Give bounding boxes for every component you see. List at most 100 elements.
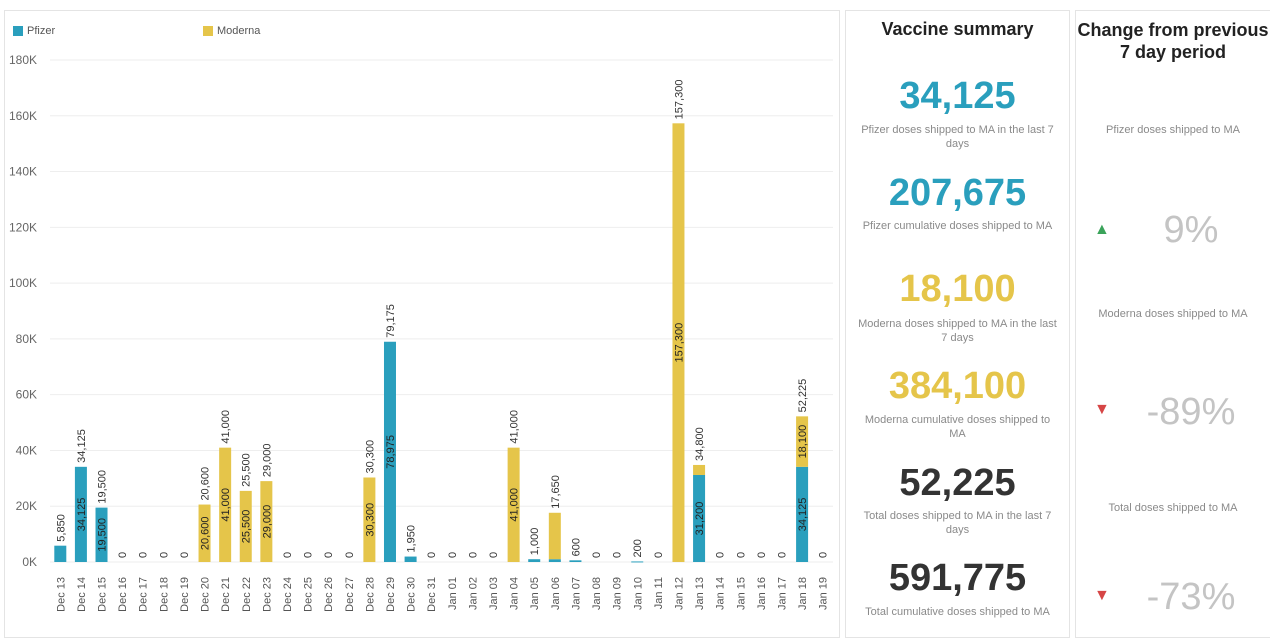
bar-total-label: 0 bbox=[282, 552, 294, 558]
x-tick-label: Jan 14 bbox=[715, 577, 727, 610]
x-tick-label: Jan 16 bbox=[756, 577, 768, 610]
bar-total-label: 0 bbox=[735, 552, 747, 558]
bar-moderna bbox=[507, 447, 520, 562]
bar-total-label: 600 bbox=[570, 538, 582, 556]
bar-total-label: 1,000 bbox=[529, 528, 541, 556]
x-tick-label: Jan 11 bbox=[653, 577, 665, 609]
x-tick-label: Dec 24 bbox=[282, 577, 294, 612]
bar-segment-label: 18,100 bbox=[797, 425, 809, 459]
bar-total-label: 0 bbox=[612, 552, 624, 558]
bar-segment-label: 19,500 bbox=[97, 518, 109, 552]
x-tick-label: Dec 29 bbox=[385, 577, 397, 612]
bar-moderna bbox=[672, 123, 685, 563]
x-tick-label: Jan 13 bbox=[694, 577, 706, 610]
bar-segment-label: 25,500 bbox=[241, 510, 253, 544]
down-arrow-icon: ▼ bbox=[1094, 587, 1110, 604]
x-tick-label: Jan 09 bbox=[612, 577, 624, 610]
bar-total-label: 0 bbox=[117, 552, 129, 558]
x-tick-label: Dec 20 bbox=[200, 577, 212, 612]
x-tick-label: Jan 19 bbox=[818, 577, 830, 610]
total-7day-value: 52,225 bbox=[899, 462, 1016, 504]
bar-segment-label: 41,000 bbox=[220, 488, 232, 522]
bar-total-label: 25,500 bbox=[241, 453, 253, 487]
chart-panel: Pfizer Moderna 0K 20K 40K 60K 80K 100K 120K 140… bbox=[4, 10, 840, 638]
x-tick-label: Jan 15 bbox=[735, 577, 747, 610]
bar-total-label: 0 bbox=[179, 552, 191, 558]
x-tick-label: Jan 03 bbox=[488, 577, 500, 610]
legend-item-moderna[interactable]: Moderna bbox=[203, 24, 260, 38]
down-arrow-icon: ▼ bbox=[1094, 401, 1110, 418]
change-title: Change from previous 7 day period bbox=[1077, 20, 1269, 62]
x-tick-label: Jan 02 bbox=[467, 577, 479, 610]
bar-moderna bbox=[548, 512, 561, 560]
y-tick-label: 100K bbox=[9, 276, 37, 290]
bar-moderna bbox=[219, 447, 232, 562]
bar-total-label: 0 bbox=[715, 552, 727, 558]
bar-moderna bbox=[260, 481, 273, 562]
x-tick-label: Jan 01 bbox=[447, 577, 459, 610]
y-tick-label: 160K bbox=[9, 109, 37, 123]
legend-label-pfizer: Pfizer bbox=[27, 25, 56, 37]
bar-moderna bbox=[796, 416, 809, 467]
x-tick-label: Dec 15 bbox=[97, 577, 109, 612]
up-arrow-icon: ▲ bbox=[1094, 221, 1110, 238]
bar-total-label: 0 bbox=[653, 552, 665, 558]
legend-swatch-moderna bbox=[203, 26, 213, 36]
bar-total-label: 34,800 bbox=[694, 427, 706, 461]
x-tick-label: Jan 10 bbox=[632, 577, 644, 610]
bar-pfizer bbox=[74, 466, 87, 562]
legend-item-pfizer[interactable]: Pfizer bbox=[13, 24, 55, 38]
bar-total-label: 0 bbox=[756, 552, 768, 558]
pfizer-7day-value: 34,125 bbox=[899, 75, 1016, 117]
x-tick-label: Jan 12 bbox=[673, 577, 685, 610]
x-tick-label: Jan 06 bbox=[550, 577, 562, 610]
pfizer-cumulative-label: Pfizer cumulative doses shipped to MA bbox=[862, 220, 1053, 232]
x-tick-label: Jan 17 bbox=[776, 577, 788, 610]
bar-pfizer bbox=[548, 559, 561, 562]
change-total-label: Total doses shipped to MA bbox=[1108, 502, 1238, 514]
bar-pfizer bbox=[693, 474, 706, 562]
x-tick-label: Jan 07 bbox=[570, 577, 582, 610]
x-tick-label: Dec 27 bbox=[344, 577, 356, 612]
x-tick-label: Dec 31 bbox=[426, 577, 438, 612]
change-panel: Change from previous 7 day period Pfizer… bbox=[1075, 10, 1270, 638]
bar-total-label: 19,500 bbox=[97, 470, 109, 504]
pfizer-7day-label: Pfizer doses shipped to MA in the last 7… bbox=[861, 124, 1054, 150]
y-tick-label: 60K bbox=[16, 388, 37, 402]
x-tick-label: Dec 16 bbox=[117, 577, 129, 612]
y-tick-label: 40K bbox=[16, 443, 37, 457]
x-tick-label: Dec 23 bbox=[261, 577, 273, 612]
bar-pfizer bbox=[404, 556, 417, 562]
bar-total-label: 0 bbox=[467, 552, 479, 558]
x-tick-label: Jan 04 bbox=[509, 577, 521, 610]
bar-total-label: 0 bbox=[303, 552, 315, 558]
x-tick-label: Dec 26 bbox=[323, 577, 335, 612]
y-tick-label: 140K bbox=[9, 165, 37, 179]
moderna-cumulative-value: 384,100 bbox=[888, 365, 1027, 407]
bar-moderna bbox=[363, 477, 376, 562]
bar-total-label: 20,600 bbox=[200, 467, 212, 501]
bar-pfizer bbox=[383, 341, 396, 562]
bar-total-label: 41,000 bbox=[509, 410, 521, 444]
bar-segment-label: 78,975 bbox=[385, 435, 397, 469]
change-total-value: -73% bbox=[1146, 576, 1236, 618]
x-tick-label: Dec 25 bbox=[303, 577, 315, 612]
total-cumulative-value: 591,775 bbox=[888, 557, 1027, 599]
x-tick-label: Jan 05 bbox=[529, 577, 541, 610]
x-tick-label: Dec 21 bbox=[220, 577, 232, 612]
bar-segment-label: 31,200 bbox=[694, 502, 706, 536]
bar-segment-label: 20,600 bbox=[200, 516, 212, 550]
bar-moderna bbox=[239, 490, 252, 562]
bar-total-label: 0 bbox=[138, 552, 150, 558]
x-tick-label: Dec 28 bbox=[364, 577, 376, 612]
bar-total-label: 34,125 bbox=[76, 429, 88, 463]
bar-pfizer bbox=[95, 507, 108, 562]
x-tick-label: Dec 14 bbox=[76, 577, 88, 612]
y-tick-label: 20K bbox=[16, 499, 37, 513]
bar-segment-label: 157,300 bbox=[673, 323, 685, 363]
x-tick-label: Jan 08 bbox=[591, 577, 603, 610]
bar-total-label: 0 bbox=[344, 552, 356, 558]
bar-segment-label: 29,000 bbox=[261, 505, 273, 539]
x-tick-label: Dec 17 bbox=[138, 577, 150, 612]
x-tick-label: Jan 18 bbox=[797, 577, 809, 610]
